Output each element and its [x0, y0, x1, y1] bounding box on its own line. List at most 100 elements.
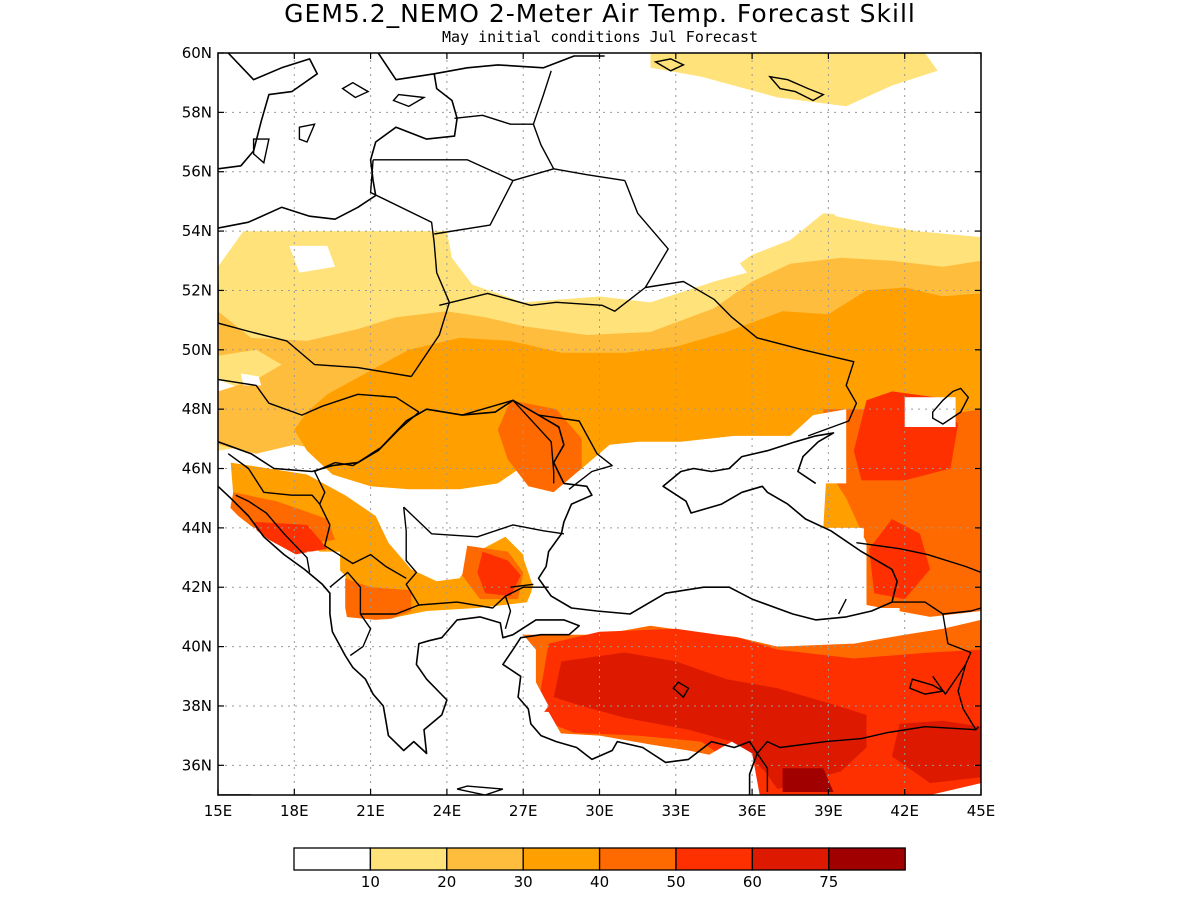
lake-outline: [392, 93, 427, 108]
colorbar-label: 10: [361, 873, 380, 891]
lon-tick-label: 30E: [585, 802, 614, 820]
lon-tick-label: 21E: [356, 802, 385, 820]
skill-region-syria-75: [782, 768, 834, 792]
country-border: [360, 604, 420, 615]
colorbar-label: 20: [437, 873, 456, 891]
skill-region-bulgaria-50: [477, 551, 521, 597]
country-border: [462, 399, 555, 484]
country-border: [373, 159, 514, 182]
mask-belarus-notch: [289, 245, 335, 273]
lat-tick-label: 60N: [182, 44, 212, 62]
mask-belarus-gap: [446, 213, 747, 303]
country-border: [235, 494, 311, 573]
country-border: [314, 411, 420, 473]
colorbar-swatch: [675, 847, 754, 871]
lon-tick-label: 42E: [890, 802, 919, 820]
lon-tick-label: 39E: [814, 802, 843, 820]
mask-russia-gap: [640, 67, 938, 234]
country-border: [837, 598, 847, 615]
colorbar-swatch: [522, 847, 601, 871]
lat-tick-label: 50N: [182, 341, 212, 359]
country-border: [504, 595, 512, 629]
lake-outline: [252, 138, 270, 165]
lat-tick-label: 58N: [182, 103, 212, 121]
colorbar-swatch: [293, 847, 372, 871]
lat-tick-label: 48N: [182, 400, 212, 418]
coastline: [218, 53, 319, 170]
country-border: [942, 613, 980, 731]
colorbar-swatch: [828, 847, 906, 871]
lat-tick-label: 42N: [182, 578, 212, 596]
map-subtitle: May initial conditions Jul Forecast: [441, 28, 759, 46]
country-border: [624, 180, 669, 288]
country-border: [856, 542, 981, 574]
lake-outline: [672, 681, 690, 699]
skill-region-anatolia-60: [553, 652, 867, 790]
lat-tick-label: 36N: [182, 756, 212, 774]
lon-tick-label: 27E: [509, 802, 538, 820]
lon-tick-label: 18E: [280, 802, 309, 820]
mask-serbia-gap: [307, 551, 341, 585]
colorbar: 10 20 30 40 50 60 75: [293, 847, 906, 891]
lat-tick-label: 54N: [182, 222, 212, 240]
colorbar-label: 60: [743, 873, 762, 891]
colorbar-label: 30: [514, 873, 533, 891]
skill-region-hungary-40: [497, 400, 582, 493]
colorbar-label: 50: [666, 873, 685, 891]
map-axes: 15E 18E 21E 24E 27E 30E 33E 36E 39E 42E 45E 36N 38N 4…: [182, 44, 996, 820]
coastline: [218, 73, 458, 229]
colorbar-swatch: [369, 847, 448, 871]
country-border: [532, 70, 552, 125]
lake-outline: [653, 58, 686, 72]
colorbar-label: 40: [590, 873, 609, 891]
mask-caspian-gap: [904, 397, 956, 427]
skill-region-caucasus-50: [869, 519, 931, 600]
lat-tick-label: 52N: [182, 281, 212, 299]
lake-outline: [932, 387, 970, 425]
mask-med-east: [520, 711, 760, 795]
colorbar-swatch: [598, 847, 677, 871]
lon-tick-label: 15E: [204, 802, 233, 820]
lat-tick-label: 44N: [182, 519, 212, 537]
lake-outline: [908, 678, 945, 695]
lat-tick-label: 46N: [182, 460, 212, 478]
lon-tick-label: 33E: [662, 802, 691, 820]
country-border: [756, 753, 769, 792]
mask-northern-lake: [240, 373, 262, 386]
lake-outline: [456, 785, 504, 795]
lake-outline: [768, 75, 825, 102]
lat-tick-label: 40N: [182, 638, 212, 656]
country-border: [434, 168, 626, 235]
colorbar-swatch: [446, 847, 524, 871]
coastline: [377, 53, 605, 81]
lat-tick-label: 56N: [182, 163, 212, 181]
colorbar-label: 75: [819, 873, 838, 891]
coastline: [218, 399, 898, 621]
lon-tick-label: 45E: [967, 802, 996, 820]
map-title: GEM5.2_NEMO 2-Meter Air Temp. Forecast S…: [284, 0, 916, 28]
colorbar-swatch: [751, 847, 830, 871]
country-border: [403, 506, 565, 538]
country-border: [538, 414, 613, 490]
country-border: [369, 159, 451, 377]
skill-region-se-turkey-60: [892, 720, 981, 784]
mask-adriatic: [218, 495, 363, 706]
country-border: [227, 453, 321, 505]
lake-outline: [298, 123, 316, 143]
country-border: [510, 583, 534, 588]
lake-outline: [341, 81, 370, 99]
mask-ne-russia-gap: [815, 53, 981, 237]
skill-region-n-russia-top: [650, 53, 938, 107]
country-border: [218, 378, 420, 416]
country-border: [454, 114, 555, 170]
lon-tick-label: 24E: [433, 802, 462, 820]
graticule: [218, 53, 981, 795]
country-border: [439, 280, 858, 437]
lat-tick-label: 38N: [182, 697, 212, 715]
coastline-layer: [218, 53, 981, 795]
lon-tick-label: 36E: [738, 802, 767, 820]
coastline: [218, 485, 759, 795]
country-border: [218, 322, 412, 378]
skill-region-n-balkans-30: [230, 462, 536, 620]
